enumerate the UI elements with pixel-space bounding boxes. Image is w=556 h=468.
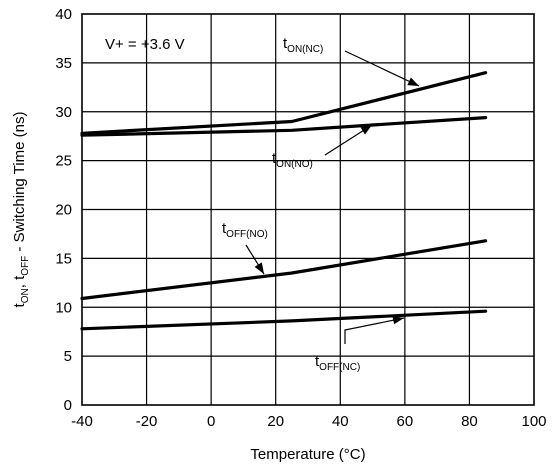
series-line-toffnc <box>80 309 488 331</box>
arrow-head <box>392 316 404 325</box>
x-tick-label: 100 <box>521 413 546 430</box>
x-tick-label: 0 <box>207 413 215 430</box>
y-axis-title: tON, tOFF - Switching Time (ns) <box>11 112 31 308</box>
x-tick-label: 20 <box>267 413 284 430</box>
leader-line <box>344 50 420 87</box>
arrow-head <box>407 77 419 86</box>
y-tick-label: 10 <box>55 299 72 316</box>
series-lines <box>80 71 488 331</box>
x-tick-label: -20 <box>136 413 158 430</box>
y-tick-label: 35 <box>55 55 72 72</box>
arrow-head <box>254 262 264 274</box>
series-label: tON(NC) <box>283 35 323 55</box>
tick-labels: -40 -20 0 20 40 60 80 100 0 5 10 15 20 25 30 35 40 <box>55 6 546 430</box>
x-tick-label: 40 <box>332 413 349 430</box>
series-label: tOFF(NC) <box>315 353 360 373</box>
x-tick-label: 80 <box>461 413 478 430</box>
plot-frame <box>81 13 535 406</box>
series-label: tOFF(NO) <box>222 220 268 240</box>
annotations: tON(NC) tON(NO) tOFF(NO) tOFF(NC) <box>222 35 420 373</box>
y-tick-label: 15 <box>55 250 72 267</box>
y-tick-label: 25 <box>55 153 72 170</box>
y-tick-label: 5 <box>64 348 72 365</box>
series-label: tON(NO) <box>272 150 313 170</box>
condition-label: V+ = +3.6 V <box>105 36 185 53</box>
x-axis-title: Temperature (°C) <box>250 446 365 463</box>
y-tick-label: 0 <box>64 397 72 414</box>
series-line-tonno <box>80 115 488 137</box>
y-tick-label: 30 <box>55 104 72 121</box>
arrow-head <box>360 125 372 135</box>
x-tick-label: -40 <box>71 413 93 430</box>
y-tick-label: 20 <box>55 202 72 219</box>
y-tick-label: 40 <box>55 6 72 23</box>
series-line-tonnc <box>80 71 488 135</box>
leader-line <box>344 317 405 344</box>
x-tick-label: 60 <box>397 413 414 430</box>
grid <box>82 14 534 405</box>
series-line-toffno <box>80 239 488 301</box>
